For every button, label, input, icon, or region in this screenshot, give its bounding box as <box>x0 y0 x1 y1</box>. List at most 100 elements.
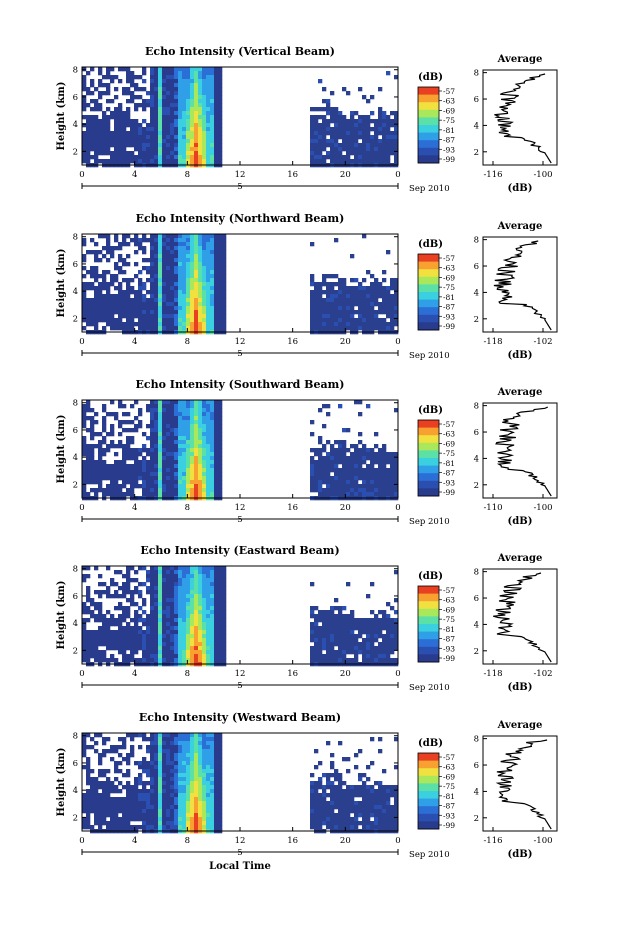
heatmap-cell <box>378 306 383 311</box>
heatmap-cell <box>150 618 155 623</box>
heatmap-cell <box>166 785 171 790</box>
heatmap-cell <box>194 626 199 631</box>
heatmap-cell <box>222 654 227 659</box>
heatmap-cell <box>190 119 195 124</box>
heatmap-cell <box>378 618 383 623</box>
colorbar-swatch <box>418 132 439 141</box>
heatmap-cell <box>154 83 159 88</box>
heatmap-cell <box>198 452 203 457</box>
heatmap-cell <box>194 654 199 659</box>
heatmap-cell <box>106 472 111 477</box>
heatmap-cell <box>134 119 139 124</box>
heatmap-cell <box>322 155 327 160</box>
heatmap-cell <box>362 278 367 283</box>
heatmap-cell <box>86 87 91 92</box>
heatmap-cell <box>142 318 147 323</box>
heatmap-cell <box>218 266 223 271</box>
heatmap-cell <box>134 464 139 469</box>
heatmap-cell <box>214 143 219 148</box>
heatmap-cell <box>146 464 151 469</box>
heatmap-cell <box>178 634 183 639</box>
heatmap-cell <box>354 654 359 659</box>
heatmap-cell <box>210 464 215 469</box>
heatmap-cell <box>210 626 215 631</box>
heatmap-cell <box>214 79 219 84</box>
heatmap-cell <box>390 484 395 489</box>
heatmap-cell <box>198 75 203 80</box>
heatmap-cell <box>134 290 139 295</box>
heatmap-cell <box>350 306 355 311</box>
heatmap-cell <box>82 610 87 615</box>
heatmap-cell <box>190 400 195 405</box>
heatmap-cell <box>210 646 215 651</box>
heatmap-cell <box>386 302 391 307</box>
heatmap-cell <box>150 290 155 295</box>
heatmap-cell <box>198 310 203 315</box>
colorbar: -57-63-69-75-81-87-93-99 <box>417 86 455 164</box>
heatmap-cell <box>218 642 223 647</box>
heatmap-cell <box>130 238 135 243</box>
colorbar-tick-label: -81 <box>443 293 455 302</box>
heatmap-cell <box>194 444 199 449</box>
colorbar-tick-label: -69 <box>443 273 455 282</box>
heatmap-cell <box>182 797 187 802</box>
heatmap-cell <box>318 468 323 473</box>
heatmap-cell <box>194 71 199 76</box>
heatmap-cell <box>114 322 119 327</box>
heatmap-cell <box>166 71 171 76</box>
heatmap-cell <box>118 464 123 469</box>
heatmap-cell <box>154 825 159 830</box>
heatmap-cell <box>194 642 199 647</box>
heatmap-cell <box>146 258 151 263</box>
heatmap-cell <box>218 246 223 251</box>
heatmap-cell <box>166 67 171 72</box>
heatmap-cell <box>118 586 123 591</box>
heatmap-cell <box>386 488 391 493</box>
heatmap-cell <box>182 119 187 124</box>
heatmap-cell <box>118 302 123 307</box>
date-marker: 5 <box>237 349 242 359</box>
heatmap-cell <box>170 274 175 279</box>
heatmap-cell <box>154 745 159 750</box>
heatmap-cell <box>158 326 163 331</box>
heatmap-cell <box>190 444 195 449</box>
heatmap-cell <box>150 749 155 754</box>
heatmap-cell <box>214 444 219 449</box>
heatmap-cell <box>326 298 331 303</box>
heatmap-cell <box>114 484 119 489</box>
heatmap-cell <box>134 817 139 822</box>
heatmap-cell <box>138 452 143 457</box>
heatmap-cell <box>206 250 211 255</box>
heatmap-cell <box>154 302 159 307</box>
heatmap-cell <box>314 290 319 295</box>
heatmap-cell <box>214 408 219 413</box>
heatmap-cell <box>330 480 335 485</box>
heatmap-cell <box>122 472 127 477</box>
heatmap-cell <box>150 817 155 822</box>
heatmap-cell <box>354 290 359 295</box>
heatmap-cell <box>98 302 103 307</box>
heatmap-cell <box>194 115 199 120</box>
heatmap-cell <box>138 630 143 635</box>
heatmap-cell <box>314 135 319 140</box>
heatmap-cell <box>194 416 199 421</box>
heatmap-cell <box>158 432 163 437</box>
heatmap-cell <box>166 476 171 481</box>
heatmap-cell <box>158 75 163 80</box>
heatmap-cell <box>374 135 379 140</box>
heatmap-cell <box>378 488 383 493</box>
heatmap-cell <box>350 630 355 635</box>
heatmap-cell <box>110 139 115 144</box>
heatmap-cell <box>162 107 167 112</box>
heatmap-cell <box>82 155 87 160</box>
heatmap-cell <box>126 234 131 239</box>
heatmap-cell <box>190 282 195 287</box>
heatmap-cell <box>130 298 135 303</box>
panel-title: Echo Intensity (Vertical Beam) <box>145 45 335 58</box>
heatmap-cell <box>186 440 191 445</box>
heatmap-cell <box>122 322 127 327</box>
heatmap-cell <box>326 650 331 655</box>
heatmap-cell <box>110 634 115 639</box>
heatmap-cell <box>210 594 215 599</box>
heatmap-cell <box>350 642 355 647</box>
